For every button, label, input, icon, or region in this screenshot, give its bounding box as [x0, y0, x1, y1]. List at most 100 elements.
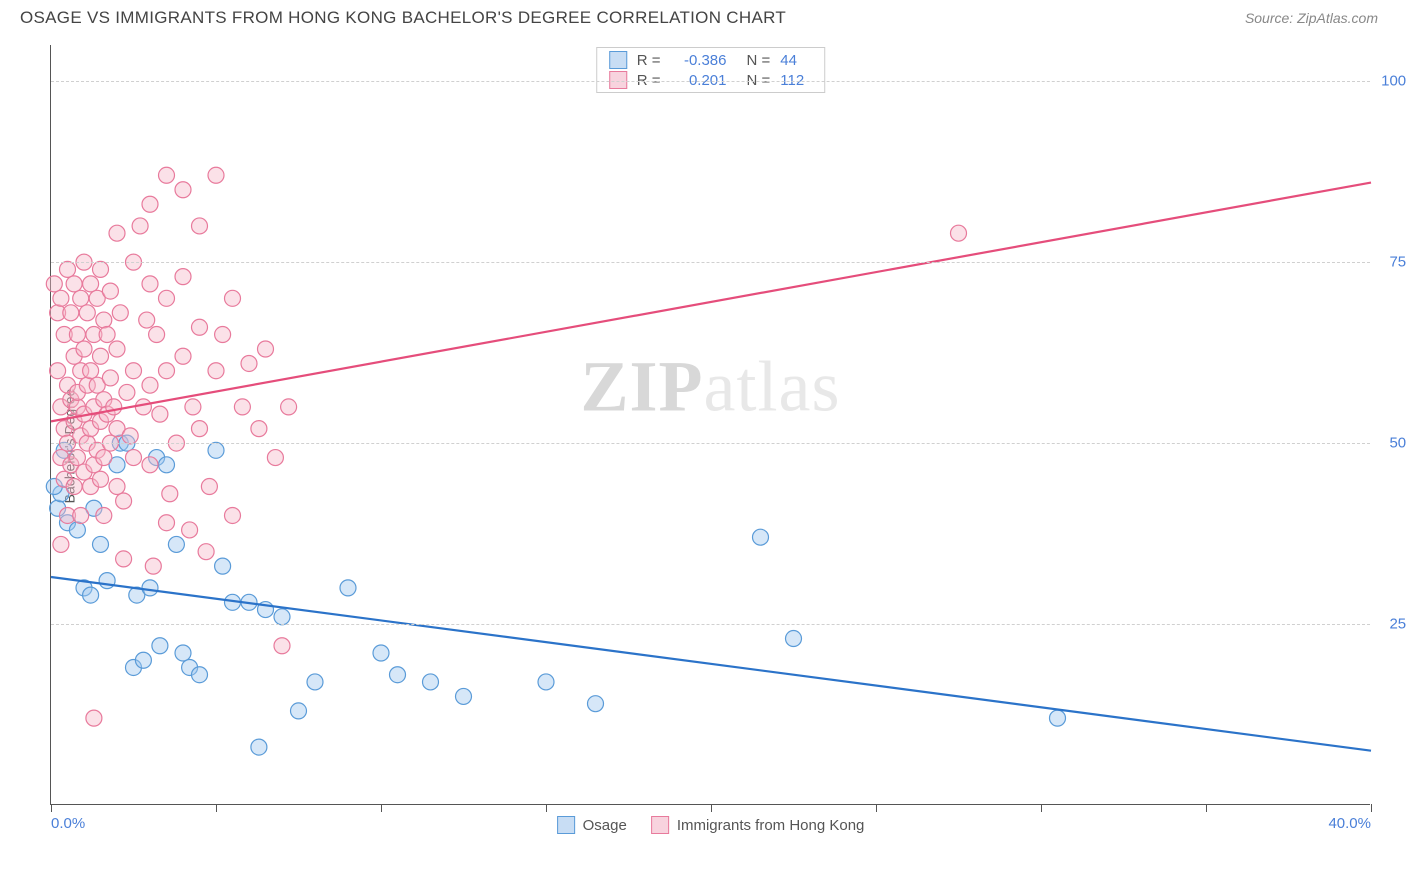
- x-tick-label: 0.0%: [51, 815, 85, 832]
- scatter-point: [93, 536, 109, 552]
- scatter-point: [112, 305, 128, 321]
- scatter-point: [423, 674, 439, 690]
- scatter-point: [281, 399, 297, 415]
- scatter-point: [175, 348, 191, 364]
- scatter-point: [159, 167, 175, 183]
- scatter-point: [142, 580, 158, 596]
- scatter-point: [73, 507, 89, 523]
- scatter-point: [175, 269, 191, 285]
- scatter-point: [152, 406, 168, 422]
- gridline-h: [51, 624, 1370, 625]
- scatter-point: [93, 261, 109, 277]
- scatter-point: [53, 290, 69, 306]
- scatter-point: [63, 305, 79, 321]
- scatter-point: [208, 363, 224, 379]
- scatter-point: [274, 638, 290, 654]
- stat-label-r: R =: [637, 52, 661, 69]
- scatter-point: [66, 276, 82, 292]
- scatter-point: [126, 363, 142, 379]
- scatter-point: [106, 399, 122, 415]
- scatter-point: [119, 384, 135, 400]
- y-tick-label: 50.0%: [1389, 435, 1406, 452]
- scatter-point: [152, 638, 168, 654]
- scatter-point: [139, 312, 155, 328]
- x-tick: [216, 804, 217, 812]
- scatter-point: [83, 363, 99, 379]
- osage-n-value: 44: [780, 52, 812, 69]
- scatter-point: [307, 674, 323, 690]
- scatter-point: [96, 450, 112, 466]
- scatter-point: [215, 327, 231, 343]
- scatter-point: [145, 558, 161, 574]
- scatter-point: [142, 196, 158, 212]
- scatter-point: [951, 225, 967, 241]
- scatter-point: [588, 696, 604, 712]
- stat-label-r: R =: [637, 72, 661, 89]
- y-tick-label: 75.0%: [1389, 254, 1406, 271]
- bottom-legend: Osage Immigrants from Hong Kong: [557, 816, 865, 834]
- stats-row-osage: R = -0.386 N = 44: [597, 50, 825, 70]
- scatter-point: [198, 544, 214, 560]
- gridline-h: [51, 81, 1370, 82]
- hk-r-value: 0.201: [671, 72, 727, 89]
- stats-legend-box: R = -0.386 N = 44 R = 0.201 N = 112: [596, 47, 826, 93]
- scatter-point: [69, 522, 85, 538]
- x-tick: [711, 804, 712, 812]
- scatter-point: [135, 399, 151, 415]
- scatter-point: [159, 363, 175, 379]
- scatter-point: [132, 218, 148, 234]
- chart-header: OSAGE VS IMMIGRANTS FROM HONG KONG BACHE…: [0, 0, 1406, 32]
- scatter-point: [60, 261, 76, 277]
- trend-line: [51, 183, 1371, 422]
- scatter-point: [99, 327, 115, 343]
- x-tick: [1041, 804, 1042, 812]
- scatter-point: [225, 507, 241, 523]
- scatter-point: [69, 327, 85, 343]
- stats-row-hk: R = 0.201 N = 112: [597, 70, 825, 90]
- scatter-point: [182, 522, 198, 538]
- x-tick-label: 40.0%: [1328, 815, 1371, 832]
- scatter-point: [373, 645, 389, 661]
- scatter-point: [83, 276, 99, 292]
- scatter-point: [192, 218, 208, 234]
- scatter-point: [142, 377, 158, 393]
- scatter-point: [175, 645, 191, 661]
- y-tick-label: 100.0%: [1381, 73, 1406, 90]
- scatter-point: [456, 688, 472, 704]
- scatter-point: [192, 667, 208, 683]
- x-tick: [1371, 804, 1372, 812]
- scatter-point: [390, 667, 406, 683]
- legend-item-osage: Osage: [557, 816, 627, 834]
- osage-r-value: -0.386: [671, 52, 727, 69]
- scatter-point: [159, 515, 175, 531]
- scatter-point: [109, 225, 125, 241]
- scatter-point: [109, 341, 125, 357]
- scatter-point: [215, 558, 231, 574]
- scatter-point: [96, 312, 112, 328]
- gridline-h: [51, 262, 1370, 263]
- scatter-point: [201, 479, 217, 495]
- gridline-h: [51, 443, 1370, 444]
- scatter-point: [786, 631, 802, 647]
- scatter-point: [149, 327, 165, 343]
- scatter-point: [192, 421, 208, 437]
- x-tick: [51, 804, 52, 812]
- swatch-hk: [651, 816, 669, 834]
- scatter-point: [185, 399, 201, 415]
- scatter-point: [109, 479, 125, 495]
- x-tick: [1206, 804, 1207, 812]
- scatter-point: [251, 739, 267, 755]
- x-tick: [546, 804, 547, 812]
- scatter-point: [46, 276, 62, 292]
- chart-plot-area: ZIPatlas R = -0.386 N = 44 R = 0.201 N =…: [50, 45, 1370, 805]
- legend-label-osage: Osage: [583, 817, 627, 834]
- chart-title: OSAGE VS IMMIGRANTS FROM HONG KONG BACHE…: [20, 8, 786, 28]
- legend-item-hk: Immigrants from Hong Kong: [651, 816, 865, 834]
- stat-label-n: N =: [747, 72, 771, 89]
- scatter-point: [102, 370, 118, 386]
- scatter-point: [79, 305, 95, 321]
- source-attribution: Source: ZipAtlas.com: [1245, 10, 1378, 26]
- scatter-point: [122, 428, 138, 444]
- scatter-point: [267, 450, 283, 466]
- scatter-point: [159, 290, 175, 306]
